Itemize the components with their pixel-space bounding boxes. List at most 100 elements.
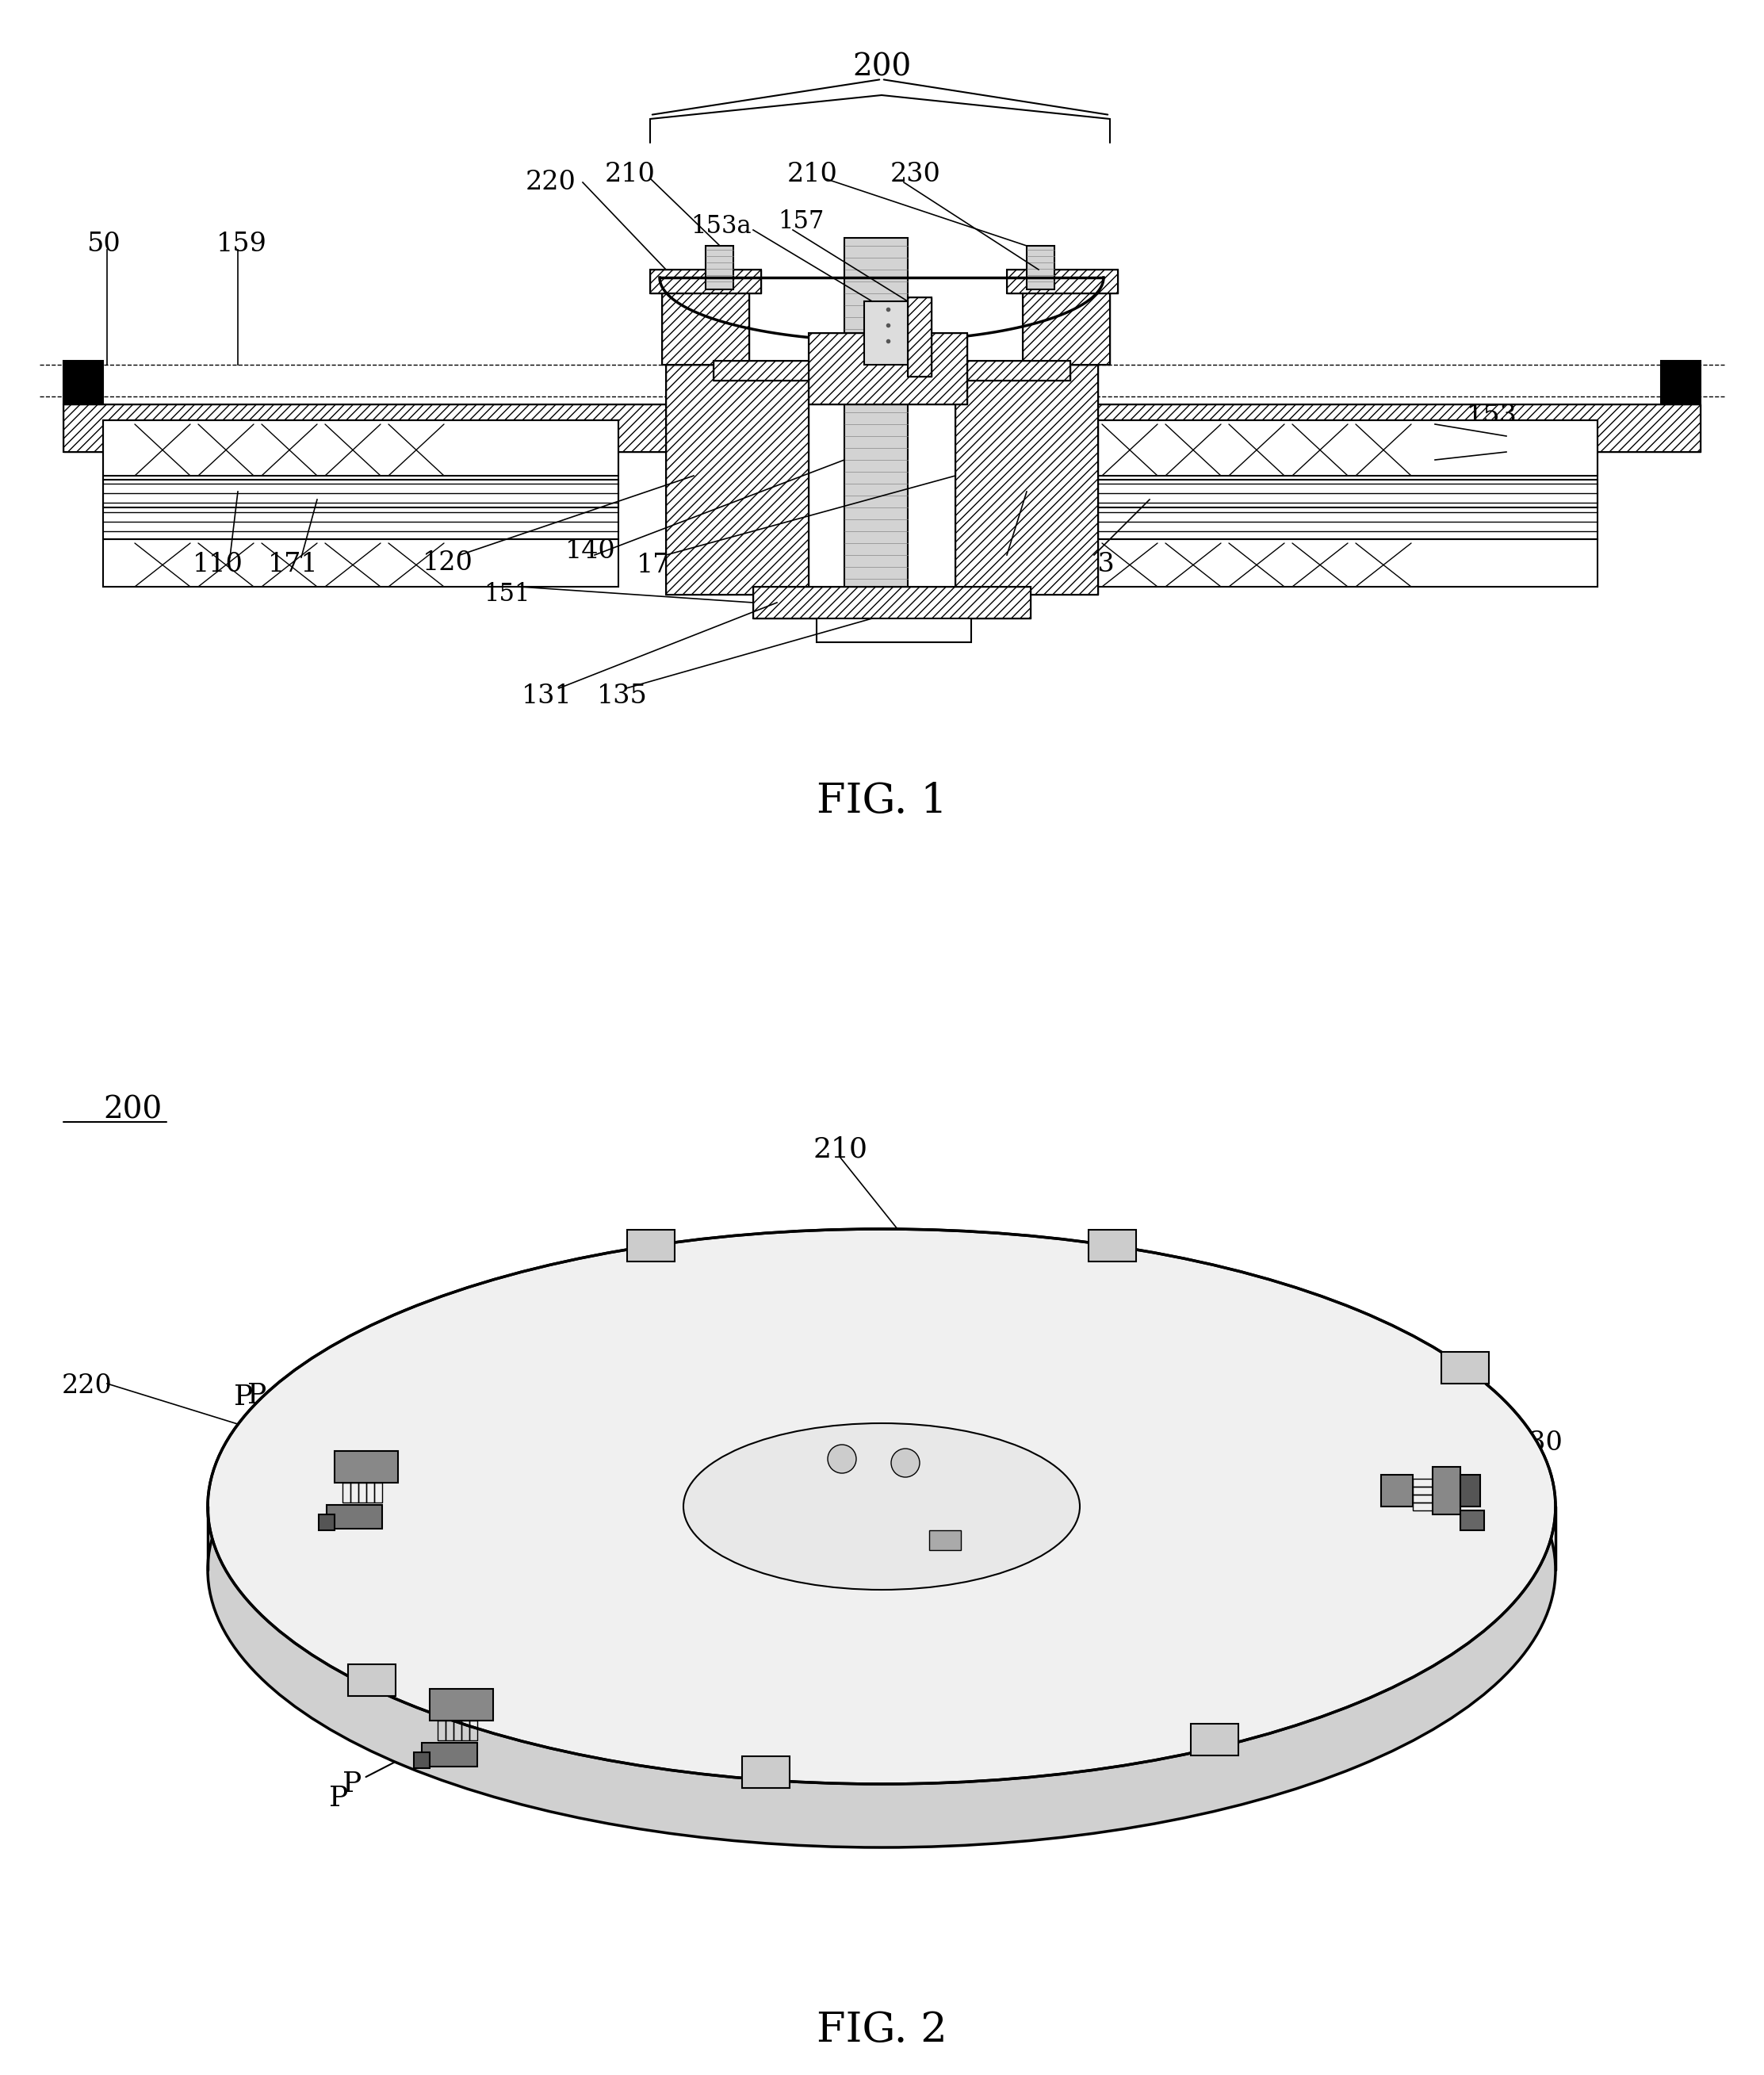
Text: 153a: 153a bbox=[691, 214, 751, 239]
Bar bbox=[64, 405, 737, 452]
Text: 163: 163 bbox=[1065, 552, 1115, 577]
Text: 120: 120 bbox=[423, 550, 473, 575]
Bar bbox=[808, 332, 967, 405]
Text: 215: 215 bbox=[977, 1708, 1028, 1733]
Circle shape bbox=[891, 1448, 919, 1477]
Bar bbox=[1007, 270, 1118, 293]
Bar bbox=[864, 301, 912, 365]
Bar bbox=[662, 293, 750, 365]
Bar bbox=[1381, 1475, 1413, 1506]
Bar bbox=[1662, 361, 1700, 405]
Bar bbox=[713, 361, 1071, 380]
Text: P: P bbox=[342, 1753, 411, 1797]
Text: 200: 200 bbox=[102, 1096, 162, 1125]
Text: 131: 131 bbox=[522, 683, 572, 710]
Bar bbox=[335, 1450, 399, 1484]
Circle shape bbox=[827, 1444, 856, 1473]
Bar bbox=[817, 618, 972, 643]
Text: 50: 50 bbox=[86, 232, 120, 257]
Bar bbox=[351, 1484, 358, 1502]
Bar bbox=[1027, 405, 1700, 452]
Text: 220: 220 bbox=[62, 1374, 113, 1399]
Text: 213: 213 bbox=[1187, 1284, 1238, 1309]
Text: FIG. 1: FIG. 1 bbox=[817, 780, 947, 822]
Bar bbox=[1023, 293, 1110, 365]
Bar bbox=[453, 1720, 462, 1741]
Bar bbox=[1413, 1486, 1432, 1494]
Bar bbox=[319, 1515, 335, 1529]
Bar bbox=[1027, 421, 1598, 508]
Text: 151: 151 bbox=[483, 583, 531, 608]
Bar bbox=[342, 1484, 351, 1502]
Bar bbox=[102, 421, 619, 508]
Bar bbox=[1461, 1475, 1480, 1506]
Bar bbox=[102, 421, 619, 475]
Bar bbox=[64, 405, 737, 452]
Text: 135: 135 bbox=[596, 683, 647, 710]
Ellipse shape bbox=[208, 1293, 1556, 1847]
Bar bbox=[1432, 1467, 1461, 1515]
Text: 175: 175 bbox=[637, 552, 688, 579]
Bar bbox=[358, 1484, 367, 1502]
Bar bbox=[1027, 421, 1598, 475]
Bar bbox=[628, 1230, 676, 1262]
Text: 220: 220 bbox=[526, 170, 577, 195]
Text: FIG. 2: FIG. 2 bbox=[817, 2009, 947, 2050]
Bar bbox=[743, 1755, 790, 1789]
Bar bbox=[706, 245, 734, 288]
Text: 211: 211 bbox=[386, 1716, 437, 1741]
Bar bbox=[1027, 245, 1055, 288]
Text: 161: 161 bbox=[974, 552, 1025, 577]
Bar bbox=[662, 293, 750, 365]
Bar bbox=[667, 365, 808, 596]
Bar bbox=[446, 1720, 453, 1741]
Bar bbox=[956, 365, 1097, 596]
Ellipse shape bbox=[683, 1423, 1080, 1589]
Bar bbox=[415, 1751, 430, 1768]
Text: 155: 155 bbox=[1466, 448, 1517, 473]
Bar bbox=[1191, 1724, 1238, 1755]
Bar bbox=[367, 1484, 374, 1502]
Bar bbox=[430, 1689, 494, 1720]
Bar bbox=[908, 297, 931, 378]
Bar bbox=[102, 540, 619, 587]
Text: 153: 153 bbox=[1466, 403, 1517, 430]
Bar bbox=[326, 1504, 383, 1529]
Bar bbox=[753, 587, 1030, 618]
Bar bbox=[422, 1743, 478, 1766]
Text: 157: 157 bbox=[778, 210, 824, 234]
Bar bbox=[808, 332, 967, 405]
Bar bbox=[1027, 479, 1598, 540]
Bar bbox=[713, 361, 1071, 380]
Bar bbox=[1441, 1353, 1489, 1384]
Text: 230: 230 bbox=[1514, 1430, 1563, 1457]
Text: 171: 171 bbox=[268, 552, 319, 577]
Bar bbox=[1027, 405, 1700, 452]
Bar bbox=[956, 365, 1097, 596]
Bar bbox=[462, 1720, 469, 1741]
Bar bbox=[1413, 1494, 1432, 1502]
Bar bbox=[102, 479, 619, 540]
Bar bbox=[437, 1720, 446, 1741]
Bar bbox=[1413, 1479, 1432, 1486]
Bar bbox=[908, 297, 931, 378]
Bar bbox=[1007, 270, 1118, 293]
Text: 140: 140 bbox=[566, 537, 616, 564]
Bar bbox=[651, 270, 760, 293]
Text: 210: 210 bbox=[813, 1137, 868, 1164]
Bar bbox=[1023, 293, 1110, 365]
Bar bbox=[930, 1529, 961, 1550]
Text: P: P bbox=[235, 1384, 252, 1411]
Text: 210: 210 bbox=[787, 162, 838, 187]
Bar bbox=[374, 1484, 383, 1502]
Bar bbox=[753, 587, 1030, 618]
Bar bbox=[1413, 1502, 1432, 1511]
Text: 110: 110 bbox=[192, 552, 243, 577]
Text: 159: 159 bbox=[217, 232, 266, 257]
Text: 240: 240 bbox=[1394, 1380, 1445, 1405]
Bar bbox=[651, 270, 760, 293]
Bar bbox=[1461, 1511, 1484, 1529]
Text: P: P bbox=[328, 1784, 348, 1811]
Bar bbox=[1088, 1230, 1136, 1262]
Bar bbox=[469, 1720, 478, 1741]
